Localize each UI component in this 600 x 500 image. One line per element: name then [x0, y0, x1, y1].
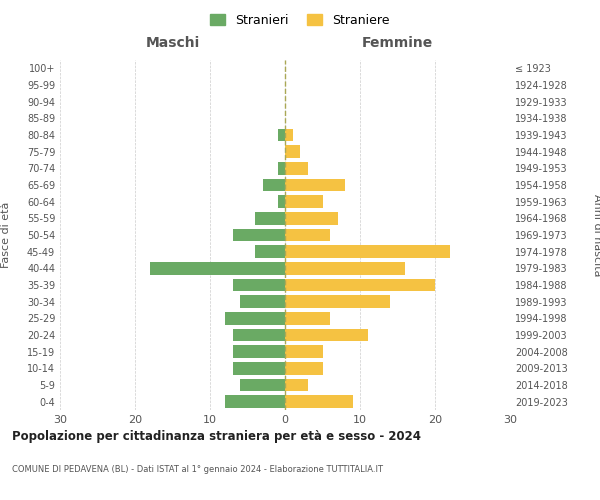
Bar — [285, 379, 308, 391]
Bar — [285, 329, 367, 341]
Bar — [277, 129, 285, 141]
Bar — [233, 362, 285, 374]
Bar — [285, 129, 293, 141]
Text: Popolazione per cittadinanza straniera per età e sesso - 2024: Popolazione per cittadinanza straniera p… — [12, 430, 421, 443]
Bar — [277, 162, 285, 174]
Bar — [285, 296, 390, 308]
Bar — [285, 146, 300, 158]
Bar — [233, 346, 285, 358]
Bar — [285, 246, 450, 258]
Bar — [240, 296, 285, 308]
Bar — [285, 279, 435, 291]
Bar — [233, 229, 285, 241]
Bar — [285, 362, 323, 374]
Bar — [285, 196, 323, 208]
Bar — [233, 329, 285, 341]
Bar — [285, 212, 337, 224]
Bar — [285, 312, 330, 324]
Text: COMUNE DI PEDAVENA (BL) - Dati ISTAT al 1° gennaio 2024 - Elaborazione TUTTITALI: COMUNE DI PEDAVENA (BL) - Dati ISTAT al … — [12, 465, 383, 474]
Bar — [150, 262, 285, 274]
Bar — [240, 379, 285, 391]
Bar — [285, 229, 330, 241]
Bar — [285, 346, 323, 358]
Legend: Stranieri, Straniere: Stranieri, Straniere — [205, 8, 395, 32]
Bar — [233, 279, 285, 291]
Bar — [285, 262, 405, 274]
Bar — [263, 179, 285, 192]
Bar — [225, 396, 285, 408]
Text: Fasce di età: Fasce di età — [1, 202, 11, 268]
Bar — [277, 196, 285, 208]
Text: Maschi: Maschi — [145, 36, 200, 50]
Bar — [285, 162, 308, 174]
Text: Anni di nascita: Anni di nascita — [592, 194, 600, 276]
Bar — [285, 396, 353, 408]
Bar — [255, 246, 285, 258]
Bar — [285, 179, 345, 192]
Bar — [255, 212, 285, 224]
Text: Femmine: Femmine — [362, 36, 433, 50]
Bar — [225, 312, 285, 324]
